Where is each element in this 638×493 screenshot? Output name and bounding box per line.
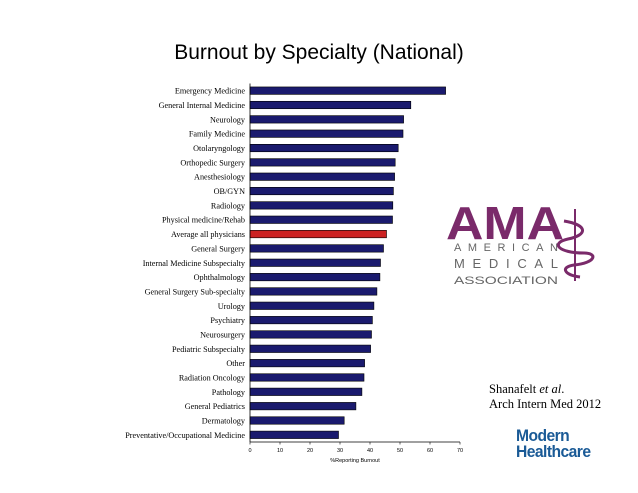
category-label: Psychiatry — [210, 316, 245, 325]
bar — [249, 344, 371, 353]
x-tick-label: 70 — [457, 448, 463, 454]
category-label: Physical medicine/Rehab — [162, 216, 245, 225]
ama-line-association: ASSOCIATION — [454, 275, 558, 286]
x-axis-label: %Reporting Burnout — [330, 458, 380, 464]
category-label: Dermatology — [202, 416, 246, 425]
bar — [249, 301, 375, 310]
x-tick-label: 60 — [427, 448, 433, 454]
category-label: Other — [226, 359, 245, 368]
x-tick-label: 40 — [367, 448, 373, 454]
bar — [249, 258, 381, 267]
bar — [249, 187, 394, 196]
bar — [249, 387, 363, 396]
category-label: General Pediatrics — [185, 402, 245, 411]
bar — [249, 129, 404, 138]
category-label: Pathology — [212, 388, 246, 397]
bar — [249, 430, 339, 439]
category-label: General Internal Medicine — [159, 101, 246, 110]
citation-author: Shanafelt — [489, 382, 540, 396]
bar — [249, 144, 399, 153]
category-label: General Surgery Sub-specialty — [145, 287, 246, 296]
bar — [249, 273, 381, 282]
bars-layer — [249, 86, 446, 439]
bar — [249, 330, 372, 339]
citation: Shanafelt et al. Arch Intern Med 2012 — [489, 382, 601, 412]
bar — [249, 402, 357, 411]
bar — [249, 215, 393, 224]
mh-logo-line1: Modern — [516, 426, 570, 445]
bar — [249, 373, 365, 382]
category-label: Ophthalmology — [194, 273, 246, 282]
citation-author-line: Shanafelt et al. — [489, 382, 601, 397]
category-label: Anesthesiology — [194, 173, 246, 182]
x-tick-label: 50 — [397, 448, 403, 454]
bar — [249, 172, 395, 181]
x-tick-label: 30 — [337, 448, 343, 454]
ama-logo-mark: AMA — [446, 201, 564, 249]
category-label: Pediatric Subspecialty — [172, 345, 246, 354]
category-label: Preventative/Occupational Medicine — [125, 431, 245, 440]
citation-etal: et al — [539, 382, 562, 396]
category-label: Emergency Medicine — [175, 87, 245, 96]
bar — [249, 287, 378, 296]
bar — [249, 115, 404, 124]
category-label: Average all physicians — [171, 230, 245, 239]
citation-journal: Arch Intern Med 2012 — [489, 397, 602, 411]
category-label: Family Medicine — [189, 130, 246, 139]
category-label: Internal Medicine Subspecialty — [143, 259, 246, 268]
slide-title: Burnout by Specialty (National) — [174, 41, 464, 64]
bar-highlight — [249, 230, 387, 239]
caduceus-icon — [556, 209, 595, 281]
category-label: Neurology — [210, 115, 246, 124]
category-label: Orthopedic Surgery — [180, 158, 246, 167]
category-labels: Emergency Medicine General Internal Medic… — [125, 87, 246, 440]
bar — [249, 86, 446, 95]
bar — [249, 416, 345, 425]
bar — [249, 359, 365, 368]
x-tick-label: 20 — [307, 448, 313, 454]
category-label: Urology — [218, 302, 246, 311]
modern-healthcare-logo: Modern Healthcare — [516, 426, 591, 461]
category-label: OB/GYN — [214, 187, 245, 196]
bar — [249, 201, 394, 210]
ama-logo: AMA AMERICAN MEDICAL ASSOCIATION — [446, 201, 595, 286]
category-label: Neurosurgery — [200, 330, 246, 339]
category-label: Otolaryngology — [193, 144, 246, 153]
x-tick-labels: 0 10 20 30 40 50 60 70 — [248, 442, 463, 454]
x-tick-label: 10 — [277, 448, 283, 454]
category-label: Radiology — [211, 201, 246, 210]
bar — [249, 244, 384, 253]
bar — [249, 316, 373, 325]
bar — [249, 158, 396, 167]
bar — [249, 100, 412, 110]
category-label: General Surgery — [191, 244, 246, 253]
ama-line-medical: MEDICAL — [454, 256, 558, 271]
mh-logo-line2: Healthcare — [516, 442, 591, 461]
citation-period: . — [561, 382, 565, 396]
category-label: Radiation Oncology — [179, 373, 246, 382]
x-tick-label: 0 — [248, 448, 251, 454]
